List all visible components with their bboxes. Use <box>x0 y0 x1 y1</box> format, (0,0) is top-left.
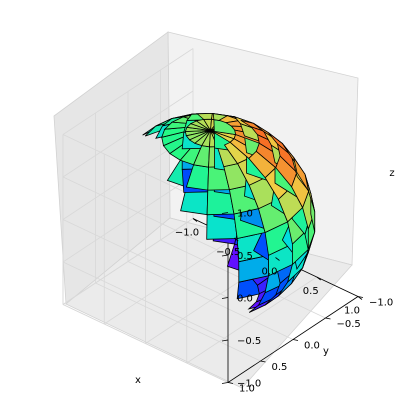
z-tick-label: 0.0 <box>237 294 253 305</box>
left-grid-z <box>62 90 194 178</box>
x-tick-label: 0.5 <box>303 286 319 297</box>
x-tick <box>357 296 363 300</box>
y-tick <box>227 382 234 384</box>
floor-grid-x <box>186 276 317 364</box>
back-grid-z <box>62 219 229 298</box>
y-tick-label: 1.0 <box>239 384 255 395</box>
x-tick-label: 1.0 <box>344 306 360 317</box>
y-tick <box>325 317 331 320</box>
sphere-patch <box>293 157 309 192</box>
x-tick-label: 0.0 <box>262 267 278 278</box>
floor-grid-y <box>62 304 229 383</box>
y-tick <box>260 360 266 363</box>
z-tick <box>221 297 229 299</box>
z-tick-label: 0.5 <box>237 251 253 262</box>
y-tick-label: 0.5 <box>272 362 288 373</box>
y-axis-label: y <box>323 346 329 357</box>
x-tick <box>275 257 280 261</box>
z-tick-label: 1.0 <box>237 209 253 220</box>
floor-grid-y <box>127 261 294 340</box>
floor-grid-y <box>95 282 261 362</box>
y-tick-label: 0.0 <box>304 341 320 352</box>
z-tick <box>221 382 229 384</box>
x-axis-label: x <box>135 375 141 386</box>
sphere-patches <box>142 112 316 313</box>
z-tick-label: −0.5 <box>237 336 261 347</box>
y-tick-label: −1.0 <box>369 298 393 309</box>
z-tick <box>221 339 229 342</box>
z-tick <box>221 212 229 214</box>
x-tick-label: −0.5 <box>216 247 240 258</box>
y-tick-label: −0.5 <box>337 319 361 330</box>
x-tick <box>234 237 239 242</box>
back-grid-z <box>62 176 229 256</box>
z-axis-label: z <box>389 168 394 179</box>
x-tick <box>192 218 198 222</box>
tick-group: −1.0 −1.0 −1.0 −0.5 −0.5 −0.5 0.0 0.0 0.0 0.5 0.5 0… <box>175 209 393 395</box>
x-tick-label: −1.0 <box>175 228 199 239</box>
x-tick <box>316 276 321 281</box>
y-tick <box>292 339 299 341</box>
z-tick-label: −1.0 <box>237 379 261 390</box>
left-grid-z <box>62 48 194 135</box>
z-tick <box>221 254 229 257</box>
